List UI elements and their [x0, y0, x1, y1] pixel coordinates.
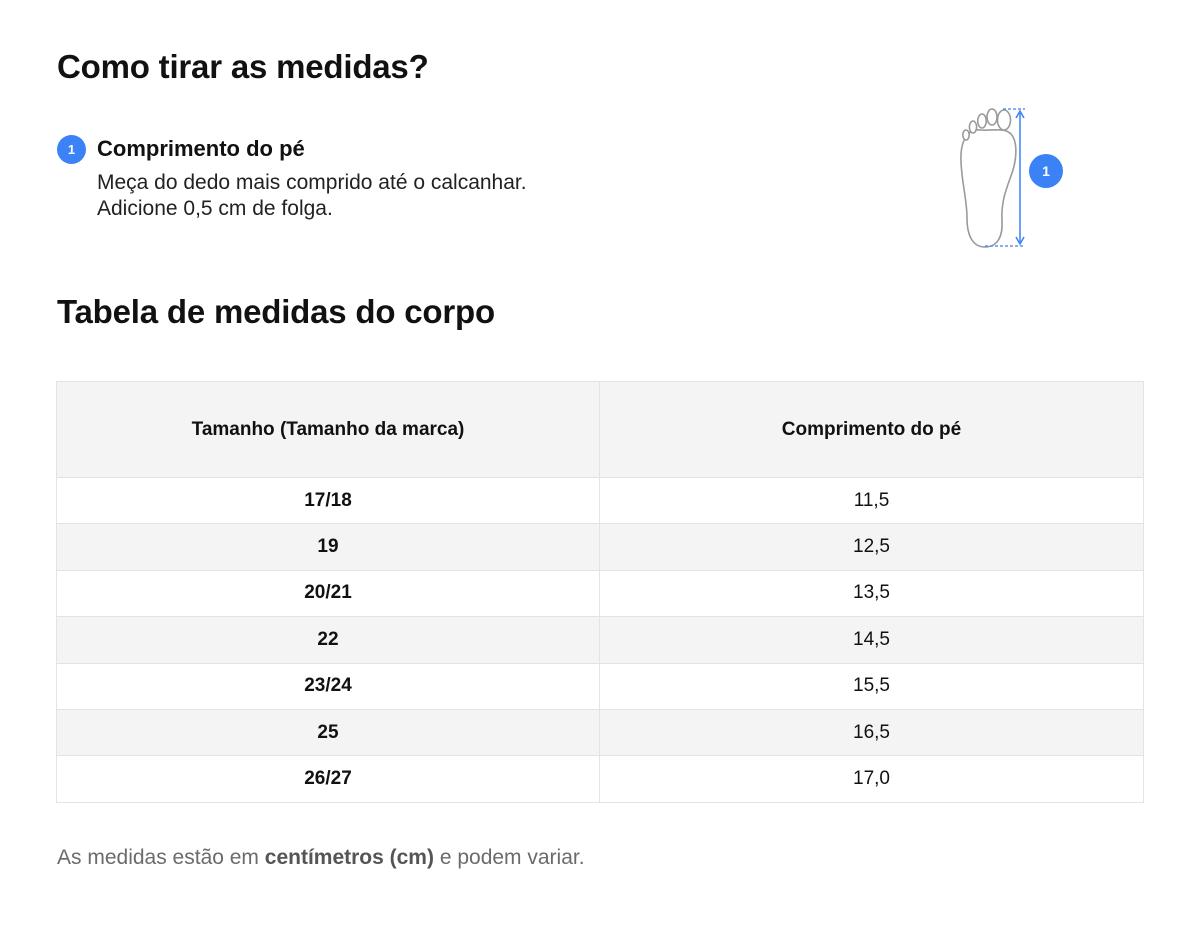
size-cell: 25: [56, 708, 600, 757]
page-title: Como tirar as medidas?: [57, 48, 429, 85]
table-row: 23/24 15,5: [56, 662, 1144, 710]
table-row: 17/18 11,5: [56, 476, 1144, 525]
illustration-marker-label: 1: [1042, 163, 1050, 179]
measurement-step: 1 Comprimento do pé Meça do dedo mais co…: [57, 135, 757, 225]
step-description: Meça do dedo mais comprido até o calcanh…: [97, 171, 527, 220]
note-prefix: As medidas estão em: [57, 846, 265, 869]
step-number-badge: 1: [57, 135, 86, 164]
foot-length-cell: 16,5: [599, 708, 1144, 757]
note-units: centímetros (cm): [264, 846, 434, 869]
size-cell: 22: [56, 616, 600, 664]
table-row: 22 14,5: [56, 616, 1144, 664]
table-title: Tabela de medidas do corpo: [57, 293, 495, 330]
units-note: As medidas estão em centímetros (cm) e p…: [57, 846, 585, 870]
step-title: Comprimento do pé: [97, 136, 305, 161]
table-row: 19 12,5: [56, 523, 1144, 571]
foot-length-cell: 15,5: [599, 662, 1144, 710]
foot-length-cell: 13,5: [599, 569, 1144, 618]
foot-length-cell: 14,5: [599, 616, 1144, 664]
header-size: Tamanho (Tamanho da marca): [56, 381, 600, 478]
size-cell: 26/27: [56, 755, 600, 803]
note-suffix: e podem variar.: [433, 846, 585, 869]
header-foot-length: Comprimento do pé: [599, 381, 1144, 478]
table-header-row: Tamanho (Tamanho da marca) Comprimento d…: [56, 381, 1144, 478]
table-row: 26/27 17,0: [56, 755, 1144, 803]
foot-length-cell: 12,5: [599, 523, 1144, 571]
size-cell: 23/24: [56, 662, 600, 710]
foot-length-cell: 11,5: [599, 476, 1144, 525]
size-table: Tamanho (Tamanho da marca) Comprimento d…: [56, 381, 1144, 803]
size-cell: 20/21: [56, 569, 600, 618]
foot-measurement-illustration: 1: [945, 100, 1075, 255]
foot-length-cell: 17,0: [599, 755, 1144, 803]
foot-icon: 1: [960, 108, 1063, 248]
table-row: 20/21 13,5: [56, 569, 1144, 618]
table-row: 25 16,5: [56, 708, 1144, 757]
size-cell: 17/18: [56, 476, 600, 525]
size-cell: 19: [56, 523, 600, 571]
